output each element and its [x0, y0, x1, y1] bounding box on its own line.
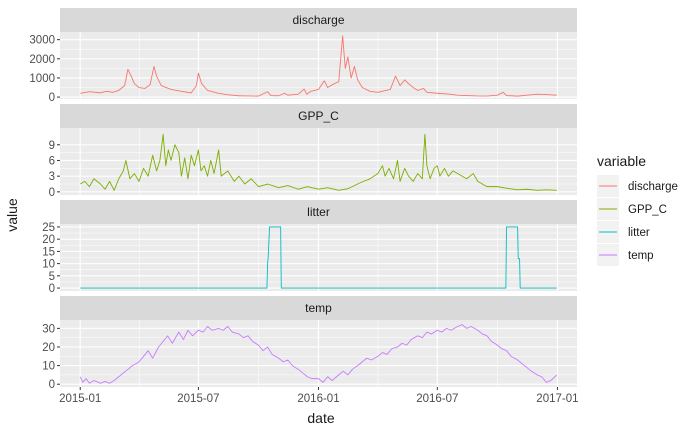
- legend-label: GPP_C: [628, 204, 667, 216]
- legend-item: litter: [597, 221, 650, 243]
- facet-strip: [60, 8, 577, 32]
- y-axis-title: value: [4, 198, 20, 232]
- y-tick-label: 1000: [29, 73, 55, 85]
- facet-strip: [60, 104, 577, 128]
- y-tick-label: 0: [49, 283, 55, 295]
- facet-gpp-c: GPP_C 0 3 6 9: [49, 104, 577, 199]
- y-tick-label: 0: [49, 187, 55, 199]
- legend-title: variable: [597, 153, 646, 169]
- y-tick-label: 3000: [29, 35, 55, 47]
- y-tick-label: 6: [49, 155, 55, 167]
- legend-item: temp: [597, 244, 654, 266]
- legend-label: discharge: [628, 181, 678, 193]
- facet-temp: temp 0 10 20 30: [42, 296, 577, 391]
- legend-item: discharge: [597, 175, 678, 197]
- x-tick-label: 2015-01: [59, 393, 101, 405]
- series-line-litter: [80, 226, 557, 289]
- series-line-discharge: [80, 35, 557, 97]
- y-tick-label: 25: [42, 222, 55, 234]
- facet-strip-label: discharge: [292, 13, 344, 27]
- facet-strip: [60, 200, 577, 224]
- facet-strip: [60, 296, 577, 320]
- facet-strip-label: temp: [305, 301, 332, 315]
- y-tick-label: 3: [49, 171, 55, 183]
- x-tick-label: 2015-07: [177, 393, 219, 405]
- y-tick-label: 20: [42, 342, 55, 354]
- facet-strip-label: litter: [307, 205, 330, 219]
- legend-item: GPP_C: [597, 198, 667, 220]
- x-tick-label: 2017-01: [536, 393, 578, 405]
- y-tick-label: 10: [42, 361, 55, 373]
- legend-label: temp: [628, 250, 654, 262]
- y-tick-label: 30: [42, 323, 55, 335]
- x-tick-label: 2016-07: [416, 393, 458, 405]
- x-axis-title: date: [307, 410, 334, 426]
- y-tick-label: 9: [49, 140, 55, 152]
- x-tick-label: 2016-01: [297, 393, 339, 405]
- facet-discharge: discharge 0 1000 2000 3000: [29, 8, 577, 104]
- y-tick-label: 10: [42, 259, 55, 271]
- x-axis: 2015-01 2015-07 2016-01 2016-07 2017-01: [59, 387, 579, 405]
- y-tick-label: 0: [49, 92, 55, 104]
- series-line-gpp-c: [80, 133, 557, 191]
- y-tick-label: 15: [42, 246, 55, 258]
- series-line-temp: [79, 324, 558, 384]
- facet-strip-label: GPP_C: [298, 109, 339, 123]
- y-tick-label: 2000: [29, 54, 55, 66]
- y-tick-label: 20: [42, 234, 55, 246]
- y-tick-label: 0: [49, 379, 55, 391]
- y-tick-label: 5: [49, 271, 55, 283]
- legend-label: litter: [628, 227, 650, 239]
- facet-panels: discharge0100020003000GPP_C0369litter051…: [29, 8, 577, 391]
